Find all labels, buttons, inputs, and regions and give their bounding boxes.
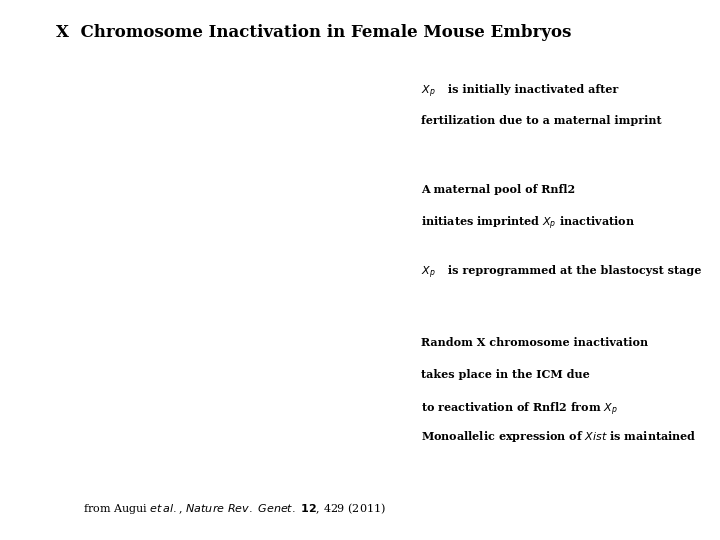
Text: from Augui $et\,al.$, $\mathit{Nature\ Rev.\ Genet.}$ $\mathbf{12}$, 429 (2011): from Augui $et\,al.$, $\mathit{Nature\ R… [83, 501, 386, 516]
Text: A maternal pool of Rnfl2: A maternal pool of Rnfl2 [421, 184, 575, 194]
Text: initiates imprinted $X_p$ inactivation: initiates imprinted $X_p$ inactivation [421, 215, 635, 232]
Text: to reactivation of Rnfl2 from $X_p$: to reactivation of Rnfl2 from $X_p$ [421, 400, 618, 417]
Text: is initially inactivated after: is initially inactivated after [444, 84, 618, 94]
Text: is reprogrammed at the blastocyst stage: is reprogrammed at the blastocyst stage [444, 265, 701, 275]
Text: fertilization due to a maternal imprint: fertilization due to a maternal imprint [421, 115, 662, 126]
Text: takes place in the ICM due: takes place in the ICM due [421, 369, 590, 380]
Text: $X_p$: $X_p$ [421, 265, 436, 281]
Text: $X_p$: $X_p$ [421, 84, 436, 100]
Text: Random X chromosome inactivation: Random X chromosome inactivation [421, 338, 648, 348]
Text: X  Chromosome Inactivation in Female Mouse Embryos: X Chromosome Inactivation in Female Mous… [55, 24, 571, 41]
Text: Monoallelic expression of $\mathit{Xist}$ is maintained: Monoallelic expression of $\mathit{Xist}… [421, 429, 697, 444]
